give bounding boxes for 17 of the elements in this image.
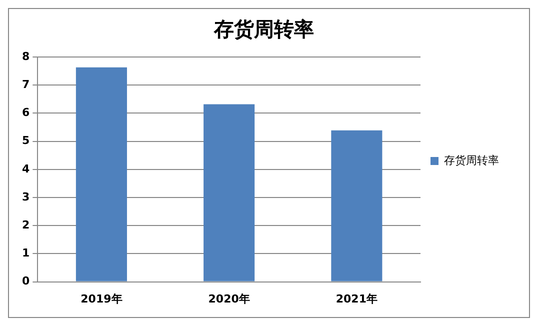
legend-label: 存货周转率 bbox=[444, 154, 499, 167]
x-tick-label: 2021年 bbox=[336, 292, 378, 306]
bar bbox=[76, 67, 127, 282]
y-tick-label: 4 bbox=[22, 162, 30, 176]
y-tick-label: 2 bbox=[22, 218, 30, 232]
y-tick-label: 8 bbox=[22, 50, 30, 63]
bar bbox=[204, 104, 255, 282]
y-tick-label: 3 bbox=[22, 190, 30, 204]
chart-title: 存货周转率 bbox=[213, 17, 314, 42]
bar bbox=[331, 130, 382, 282]
x-tick-label: 2020年 bbox=[208, 292, 250, 306]
y-tick-label: 7 bbox=[22, 78, 30, 91]
y-tick-label: 5 bbox=[22, 134, 30, 148]
y-tick-label: 0 bbox=[22, 274, 30, 288]
y-tick-label: 6 bbox=[22, 106, 30, 120]
y-tick-label: 1 bbox=[22, 246, 30, 260]
x-tick-label: 2019年 bbox=[80, 292, 122, 306]
